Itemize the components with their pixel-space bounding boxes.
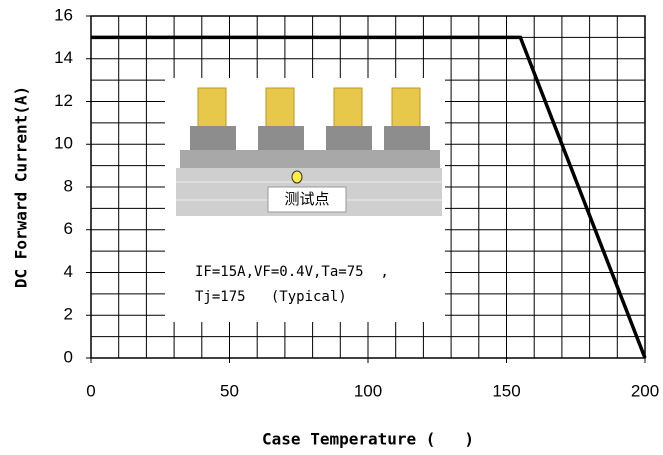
y-tick-label: 14 xyxy=(54,48,73,67)
inset-photo: 测试点 IF=15A,VF=0.4V,Ta=75 , Tj=175 (Typic… xyxy=(165,78,445,322)
inset-label-box xyxy=(267,186,347,213)
x-tick-label: 150 xyxy=(492,381,520,400)
y-tick-label: 8 xyxy=(64,176,73,195)
series-line xyxy=(91,35,647,359)
module-top xyxy=(180,150,440,168)
x-axis-label: Case Temperature ( ) xyxy=(262,430,474,449)
y-axis-label: DC Forward Current(A) xyxy=(12,86,31,288)
y-tick-label: 16 xyxy=(54,5,73,24)
x-tick-label: 100 xyxy=(354,381,382,400)
x-tick-label: 50 xyxy=(220,381,239,400)
y-tick-label: 2 xyxy=(64,305,73,324)
y-tick-label: 0 xyxy=(64,347,73,366)
test-point xyxy=(291,170,303,184)
y-tick-label: 4 xyxy=(64,262,73,281)
y-tick-label: 10 xyxy=(54,134,73,153)
annotation: IF=15A,VF=0.4V,Ta=75 , xyxy=(195,264,389,280)
plot-frame xyxy=(90,15,646,359)
annotation: Tj=175 (Typical) xyxy=(195,289,347,305)
x-tick-label: 0 xyxy=(86,381,95,400)
y-tick-label: 6 xyxy=(64,219,73,238)
y-tick-label: 12 xyxy=(54,91,73,110)
inset-label: 测试点 xyxy=(284,191,329,208)
x-tick-label: 200 xyxy=(631,381,659,400)
